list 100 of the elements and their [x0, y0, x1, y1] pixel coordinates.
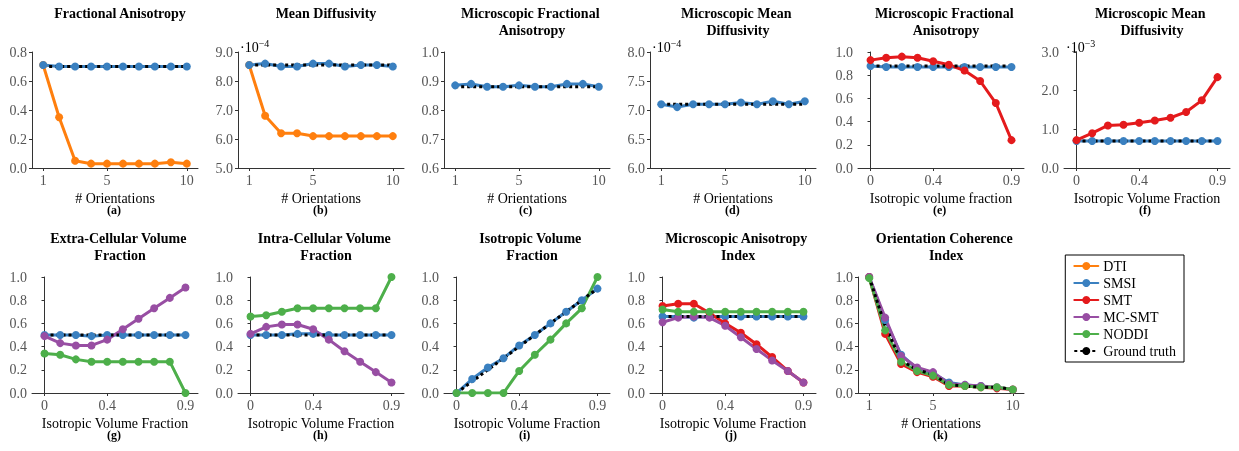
x-tick-label: 0 — [867, 172, 875, 188]
point — [71, 156, 80, 165]
x-tick-label: 5 — [929, 397, 937, 413]
y-tick-label: 1.0 — [835, 269, 853, 285]
point — [674, 307, 683, 316]
point — [530, 331, 539, 339]
point — [799, 307, 808, 316]
point — [1103, 121, 1112, 130]
y-tick-label: 0.8 — [9, 292, 27, 308]
y-tick-label: 0.8 — [835, 67, 853, 83]
y-tick-label: 0.4 — [835, 114, 853, 130]
point — [277, 62, 286, 71]
point — [324, 59, 333, 68]
y-tick-label: 0.6 — [421, 315, 439, 331]
x-tick-label: 1 — [451, 172, 459, 188]
point — [752, 344, 761, 353]
point — [913, 53, 922, 62]
point — [182, 62, 191, 71]
point — [1088, 129, 1097, 138]
y-tick-label: 0.6 — [9, 73, 27, 89]
x-tick-label: 10 — [797, 172, 812, 188]
x-tick-label: 0 — [1073, 172, 1081, 188]
y-tick-label: 0.0 — [215, 385, 233, 401]
point — [1007, 63, 1016, 72]
point — [562, 307, 571, 316]
point — [262, 322, 271, 331]
point — [87, 159, 96, 168]
point — [388, 132, 397, 141]
y-tick-label: 0.8 — [421, 102, 439, 118]
point — [71, 62, 80, 71]
point — [150, 357, 159, 366]
x-tick-label: 0.9 — [176, 397, 195, 413]
x-tick-label: 0.4 — [98, 397, 116, 413]
point — [372, 61, 381, 70]
chart-title: Orientation Coherence Index — [875, 231, 1017, 263]
y-tick-label: 0.8 — [627, 292, 645, 308]
point — [324, 304, 333, 313]
point — [673, 103, 682, 112]
point — [689, 307, 698, 316]
point — [55, 113, 64, 122]
point — [356, 304, 365, 313]
point — [1166, 136, 1175, 145]
y-tick-label: 1.0 — [1041, 121, 1059, 137]
x-tick-label: 0.9 — [794, 397, 813, 413]
point — [309, 304, 318, 313]
point — [277, 320, 286, 329]
chart-title: Fractional Anisotropy — [54, 6, 186, 21]
chart-title: Microscopic Mean Diffusivity — [680, 6, 796, 38]
point — [546, 319, 555, 328]
point — [562, 319, 571, 328]
x-tick-label: 5 — [515, 172, 523, 188]
point — [372, 132, 381, 141]
text: (a) — [107, 203, 121, 217]
y-tick-label: 0.2 — [627, 362, 645, 378]
point — [118, 357, 127, 366]
point — [371, 304, 380, 313]
point — [356, 132, 365, 141]
y-tick-label: 7.5 — [627, 73, 645, 89]
point — [499, 354, 508, 363]
point — [1182, 136, 1191, 145]
point — [118, 159, 127, 168]
point — [56, 350, 65, 359]
point — [897, 63, 906, 72]
legend-label: MC-SMT — [1103, 309, 1159, 325]
x-tick-label: 10 — [385, 172, 400, 188]
point — [784, 100, 793, 109]
point — [882, 63, 891, 72]
legend-label: Ground truth — [1103, 343, 1176, 359]
point — [783, 307, 792, 316]
point — [324, 335, 333, 344]
y-tick-label: 0.2 — [9, 362, 27, 378]
y-tick-label: 0.0 — [9, 160, 27, 176]
point — [293, 62, 302, 71]
y-tick-label: 0.7 — [421, 131, 439, 147]
x-tick-label: 0 — [453, 397, 461, 413]
y-tick-label: 1.0 — [215, 269, 233, 285]
point — [165, 293, 174, 302]
point — [499, 389, 508, 397]
point — [277, 129, 286, 138]
point — [103, 335, 112, 344]
point — [181, 283, 190, 292]
point — [340, 331, 349, 339]
y-tick-label: 6.5 — [627, 131, 645, 147]
x-tick-label: 0.9 — [382, 397, 401, 413]
point — [897, 52, 906, 61]
legend-label: NODDI — [1103, 326, 1149, 342]
y-tick-label: 3.0 — [1041, 44, 1059, 60]
x-tick-label: 5 — [721, 172, 729, 188]
point — [134, 331, 143, 339]
y-tick-label: 0.4 — [9, 339, 27, 355]
point — [530, 350, 539, 359]
point — [882, 53, 891, 62]
x-tick-label: 0 — [41, 397, 49, 413]
point — [658, 305, 667, 314]
point — [388, 62, 397, 71]
point — [387, 378, 396, 387]
point — [721, 307, 730, 316]
point — [736, 333, 745, 342]
point — [1213, 136, 1222, 145]
x-tick-label: 0.4 — [924, 172, 942, 188]
